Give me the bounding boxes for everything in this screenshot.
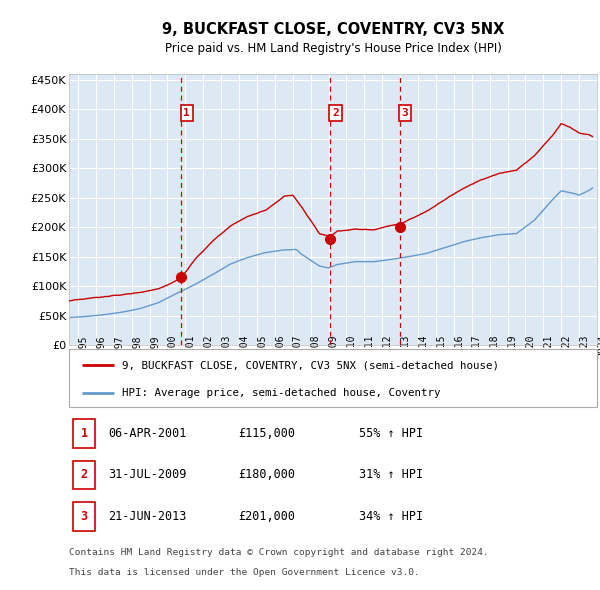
Text: 2: 2 [332, 108, 339, 118]
Text: 9, BUCKFAST CLOSE, COVENTRY, CV3 5NX (semi-detached house): 9, BUCKFAST CLOSE, COVENTRY, CV3 5NX (se… [122, 360, 499, 371]
Text: 21-JUN-2013: 21-JUN-2013 [109, 510, 187, 523]
Text: 31% ↑ HPI: 31% ↑ HPI [359, 468, 424, 481]
Text: 1: 1 [184, 108, 190, 118]
FancyBboxPatch shape [73, 419, 95, 448]
FancyBboxPatch shape [69, 349, 597, 407]
Text: Price paid vs. HM Land Registry's House Price Index (HPI): Price paid vs. HM Land Registry's House … [164, 42, 502, 55]
Text: 2: 2 [81, 468, 88, 481]
Text: 3: 3 [81, 510, 88, 523]
Text: 31-JUL-2009: 31-JUL-2009 [109, 468, 187, 481]
Text: £180,000: £180,000 [238, 468, 295, 481]
Text: 34% ↑ HPI: 34% ↑ HPI [359, 510, 424, 523]
Text: 06-APR-2001: 06-APR-2001 [109, 427, 187, 440]
Text: 3: 3 [402, 108, 409, 118]
Text: HPI: Average price, semi-detached house, Coventry: HPI: Average price, semi-detached house,… [122, 388, 440, 398]
Text: 55% ↑ HPI: 55% ↑ HPI [359, 427, 424, 440]
Text: £115,000: £115,000 [238, 427, 295, 440]
Text: £201,000: £201,000 [238, 510, 295, 523]
Text: 1: 1 [81, 427, 88, 440]
Text: This data is licensed under the Open Government Licence v3.0.: This data is licensed under the Open Gov… [69, 568, 420, 577]
Text: Contains HM Land Registry data © Crown copyright and database right 2024.: Contains HM Land Registry data © Crown c… [69, 549, 489, 558]
Text: 9, BUCKFAST CLOSE, COVENTRY, CV3 5NX: 9, BUCKFAST CLOSE, COVENTRY, CV3 5NX [162, 22, 504, 37]
FancyBboxPatch shape [73, 461, 95, 489]
FancyBboxPatch shape [73, 502, 95, 531]
